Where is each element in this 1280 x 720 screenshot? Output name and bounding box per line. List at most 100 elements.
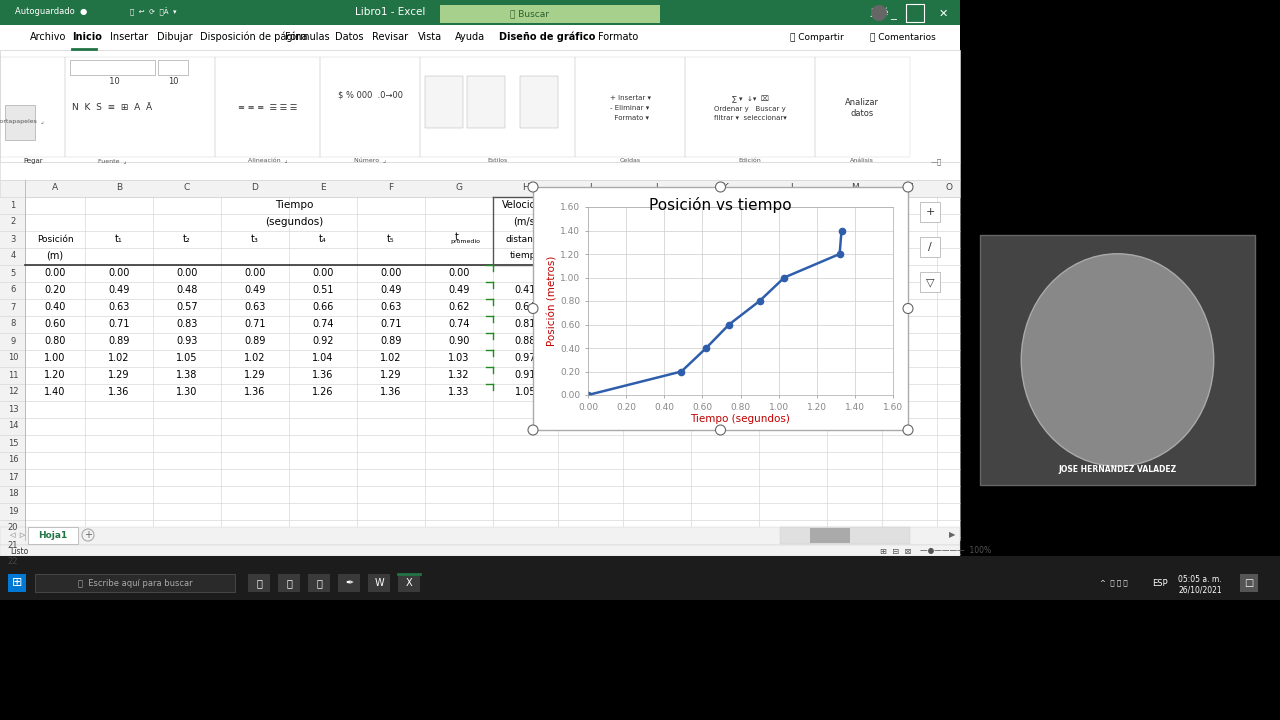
Text: ⬛  ↩  ⟳  ⓈÃ  ▾: ⬛ ↩ ⟳ ⓈÃ ▾ — [131, 8, 177, 16]
Text: Fórmulas: Fórmulas — [285, 32, 330, 42]
Text: Ayuda: Ayuda — [454, 32, 485, 42]
Text: 5: 5 — [10, 269, 15, 277]
Text: 0.63: 0.63 — [244, 302, 266, 312]
Text: A: A — [52, 184, 58, 192]
Text: Alineación  ⌟: Alineación ⌟ — [248, 158, 288, 163]
Text: 14: 14 — [8, 421, 18, 431]
Text: 1.02: 1.02 — [380, 353, 402, 363]
Text: Velocidad: Velocidad — [502, 200, 549, 210]
Text: 0.89: 0.89 — [109, 336, 129, 346]
Text: 0.57: 0.57 — [177, 302, 198, 312]
Text: 0.63: 0.63 — [380, 302, 402, 312]
Text: t₂: t₂ — [183, 234, 191, 244]
Text: Celdas: Celdas — [620, 158, 640, 163]
Bar — [0, 180, 960, 197]
Text: ⊞: ⊞ — [12, 577, 22, 590]
Text: 0.64: 0.64 — [515, 302, 536, 312]
Bar — [338, 574, 360, 592]
Text: 0.74: 0.74 — [312, 319, 334, 329]
Bar — [0, 50, 960, 162]
Text: 0.93: 0.93 — [177, 336, 197, 346]
Text: Insertar: Insertar — [110, 32, 148, 42]
Text: O: O — [945, 184, 952, 192]
Text: distancia: distancia — [506, 235, 547, 243]
Bar — [575, 57, 685, 157]
Text: t₄: t₄ — [319, 234, 326, 244]
Bar — [906, 4, 924, 22]
Text: 🔍 Buscar: 🔍 Buscar — [511, 9, 549, 19]
Text: 0.00: 0.00 — [244, 268, 266, 278]
Bar — [980, 235, 1254, 485]
Text: 0.49: 0.49 — [380, 285, 402, 295]
Text: ⊞  ⊟  ⊠: ⊞ ⊟ ⊠ — [881, 546, 911, 556]
Text: 👥: 👥 — [316, 578, 323, 588]
Text: 🔍  Escribe aquí para buscar: 🔍 Escribe aquí para buscar — [78, 578, 192, 588]
Bar — [810, 528, 850, 543]
Text: 🌐: 🌐 — [256, 578, 262, 588]
Text: t₅: t₅ — [387, 234, 394, 244]
Text: 1.04: 1.04 — [312, 353, 334, 363]
Circle shape — [529, 304, 538, 313]
Text: 0.88: 0.88 — [515, 336, 536, 346]
Text: 0.00: 0.00 — [177, 268, 197, 278]
Text: Datos: Datos — [335, 32, 364, 42]
Bar — [780, 527, 910, 544]
Text: Tiempo: Tiempo — [275, 200, 314, 210]
Text: 0.60: 0.60 — [45, 319, 65, 329]
Text: (m/s): (m/s) — [513, 217, 539, 227]
Text: 16: 16 — [8, 456, 18, 464]
Text: 1.03: 1.03 — [448, 353, 470, 363]
Text: ▽: ▽ — [925, 277, 934, 287]
Circle shape — [529, 182, 538, 192]
Text: B: B — [116, 184, 122, 192]
Bar — [308, 574, 330, 592]
Text: Estilos: Estilos — [486, 158, 507, 163]
Text: tiempo: tiempo — [509, 251, 541, 261]
Text: 1.02: 1.02 — [109, 353, 129, 363]
Bar — [0, 197, 960, 527]
Text: 1.36: 1.36 — [244, 387, 266, 397]
Text: 1.36: 1.36 — [109, 387, 129, 397]
Text: 6: 6 — [10, 286, 15, 294]
Text: +: + — [84, 530, 92, 540]
Bar — [920, 237, 940, 257]
Text: 0.20: 0.20 — [45, 285, 65, 295]
Bar — [920, 202, 940, 222]
Text: ESP: ESP — [1152, 578, 1167, 588]
Text: 1.40: 1.40 — [45, 387, 65, 397]
Y-axis label: Posición (metros): Posición (metros) — [548, 256, 558, 346]
Text: Diseño de gráfico: Diseño de gráfico — [499, 32, 595, 42]
Text: 0.00: 0.00 — [45, 268, 65, 278]
Text: Listo: Listo — [10, 546, 28, 556]
Text: Disposición de página: Disposición de página — [200, 32, 307, 42]
Bar — [920, 272, 940, 292]
Text: 1.00: 1.00 — [45, 353, 65, 363]
Circle shape — [902, 425, 913, 435]
Text: ∑ ▾  ↓▾  ⌧
Ordenar y   Buscar y
filtrar ▾  seleccionar▾: ∑ ▾ ↓▾ ⌧ Ordenar y Buscar y filtrar ▾ se… — [714, 95, 786, 121]
Text: 0.41: 0.41 — [515, 285, 536, 295]
Text: t₁: t₁ — [115, 234, 123, 244]
Text: Inicio: Inicio — [72, 32, 102, 42]
Text: K: K — [722, 184, 728, 192]
Text: 0.91: 0.91 — [515, 370, 536, 380]
Text: 0.00: 0.00 — [312, 268, 334, 278]
Text: Libro1 - Excel: Libro1 - Excel — [355, 7, 425, 17]
Text: 7: 7 — [10, 302, 15, 312]
Text: 0.49: 0.49 — [109, 285, 129, 295]
Text: 0.00: 0.00 — [109, 268, 129, 278]
Text: 0.92: 0.92 — [312, 336, 334, 346]
Text: Analizar
datos: Analizar datos — [845, 99, 879, 117]
Text: t₃: t₃ — [251, 234, 259, 244]
Bar — [0, 545, 960, 556]
Text: 1.05: 1.05 — [177, 353, 197, 363]
Text: 0.66: 0.66 — [312, 302, 334, 312]
Bar — [28, 527, 78, 544]
Text: ^  🔊 📶 🔋: ^ 🔊 📶 🔋 — [1100, 580, 1128, 586]
Text: 21: 21 — [8, 541, 18, 549]
Text: M: M — [851, 184, 859, 192]
Text: Posición: Posición — [37, 235, 73, 243]
Circle shape — [716, 182, 726, 192]
Text: Posición vs tiempo: Posición vs tiempo — [649, 197, 792, 213]
Bar — [35, 574, 236, 592]
Text: +: + — [925, 207, 934, 217]
